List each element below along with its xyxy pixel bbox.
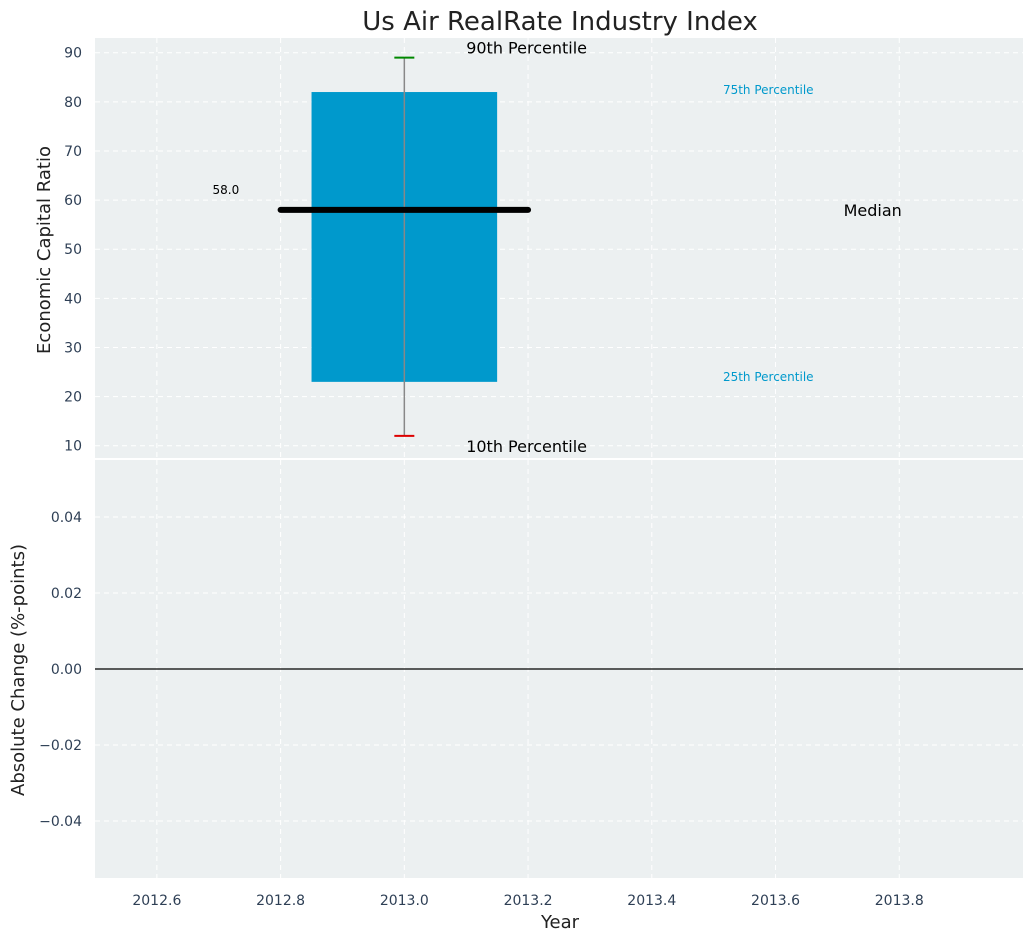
median-annotation: Median (844, 201, 902, 220)
bottom-y-tick-label-0: 0.04 (51, 510, 82, 526)
p10-annotation: 10th Percentile (466, 437, 587, 456)
top-y-tick-label-3: 40 (64, 291, 82, 307)
x-tick-label-0: 2012.6 (132, 893, 181, 909)
top-y-tick-label-1: 20 (64, 390, 82, 406)
x-tick-label-4: 2013.4 (627, 893, 676, 909)
top-panel-y-ticks: 10 20 30 40 50 60 70 80 90 (64, 46, 82, 455)
bottom-panel-y-ticks: 0.04 0.02 0.00 −0.02 −0.04 (39, 510, 82, 830)
bottom-y-tick-label-4: −0.04 (39, 814, 82, 830)
bottom-y-tick-label-3: −0.02 (39, 738, 82, 754)
p25-annotation: 25th Percentile (723, 370, 814, 384)
bottom-panel-y-axis-title: Absolute Change (%-points) (8, 544, 29, 796)
top-panel-background (95, 38, 1023, 458)
top-y-tick-label-2: 30 (64, 340, 82, 356)
top-y-tick-label-0: 10 (64, 439, 82, 455)
top-y-tick-label-4: 50 (64, 242, 82, 258)
top-y-tick-label-5: 60 (64, 193, 82, 209)
top-y-tick-label-8: 90 (64, 46, 82, 62)
bottom-y-tick-label-1: 0.02 (51, 586, 82, 602)
x-tick-label-5: 2013.6 (751, 893, 800, 909)
median-value-label: 58.0 (213, 183, 240, 197)
top-panel-marks: 58.0 90th Percentile 75th Percentile Med… (213, 39, 902, 456)
x-tick-label-3: 2013.2 (504, 893, 553, 909)
chart-title: Us Air RealRate Industry Index (362, 7, 758, 37)
top-panel-grid (95, 38, 1023, 458)
x-tick-label-1: 2012.8 (256, 893, 305, 909)
top-panel-y-axis-title: Economic Capital Ratio (34, 146, 55, 354)
x-tick-label-6: 2013.8 (875, 893, 924, 909)
x-axis-title: Year (540, 912, 580, 933)
top-y-tick-label-6: 70 (64, 144, 82, 160)
p90-annotation: 90th Percentile (466, 39, 587, 58)
p75-annotation: 75th Percentile (723, 83, 814, 97)
x-tick-label-2: 2013.0 (380, 893, 429, 909)
top-y-tick-label-7: 80 (64, 95, 82, 111)
x-ticks: 2012.6 2012.8 2013.0 2013.2 2013.4 2013.6 2013… (132, 893, 923, 909)
bottom-y-tick-label-2: 0.00 (51, 662, 82, 678)
